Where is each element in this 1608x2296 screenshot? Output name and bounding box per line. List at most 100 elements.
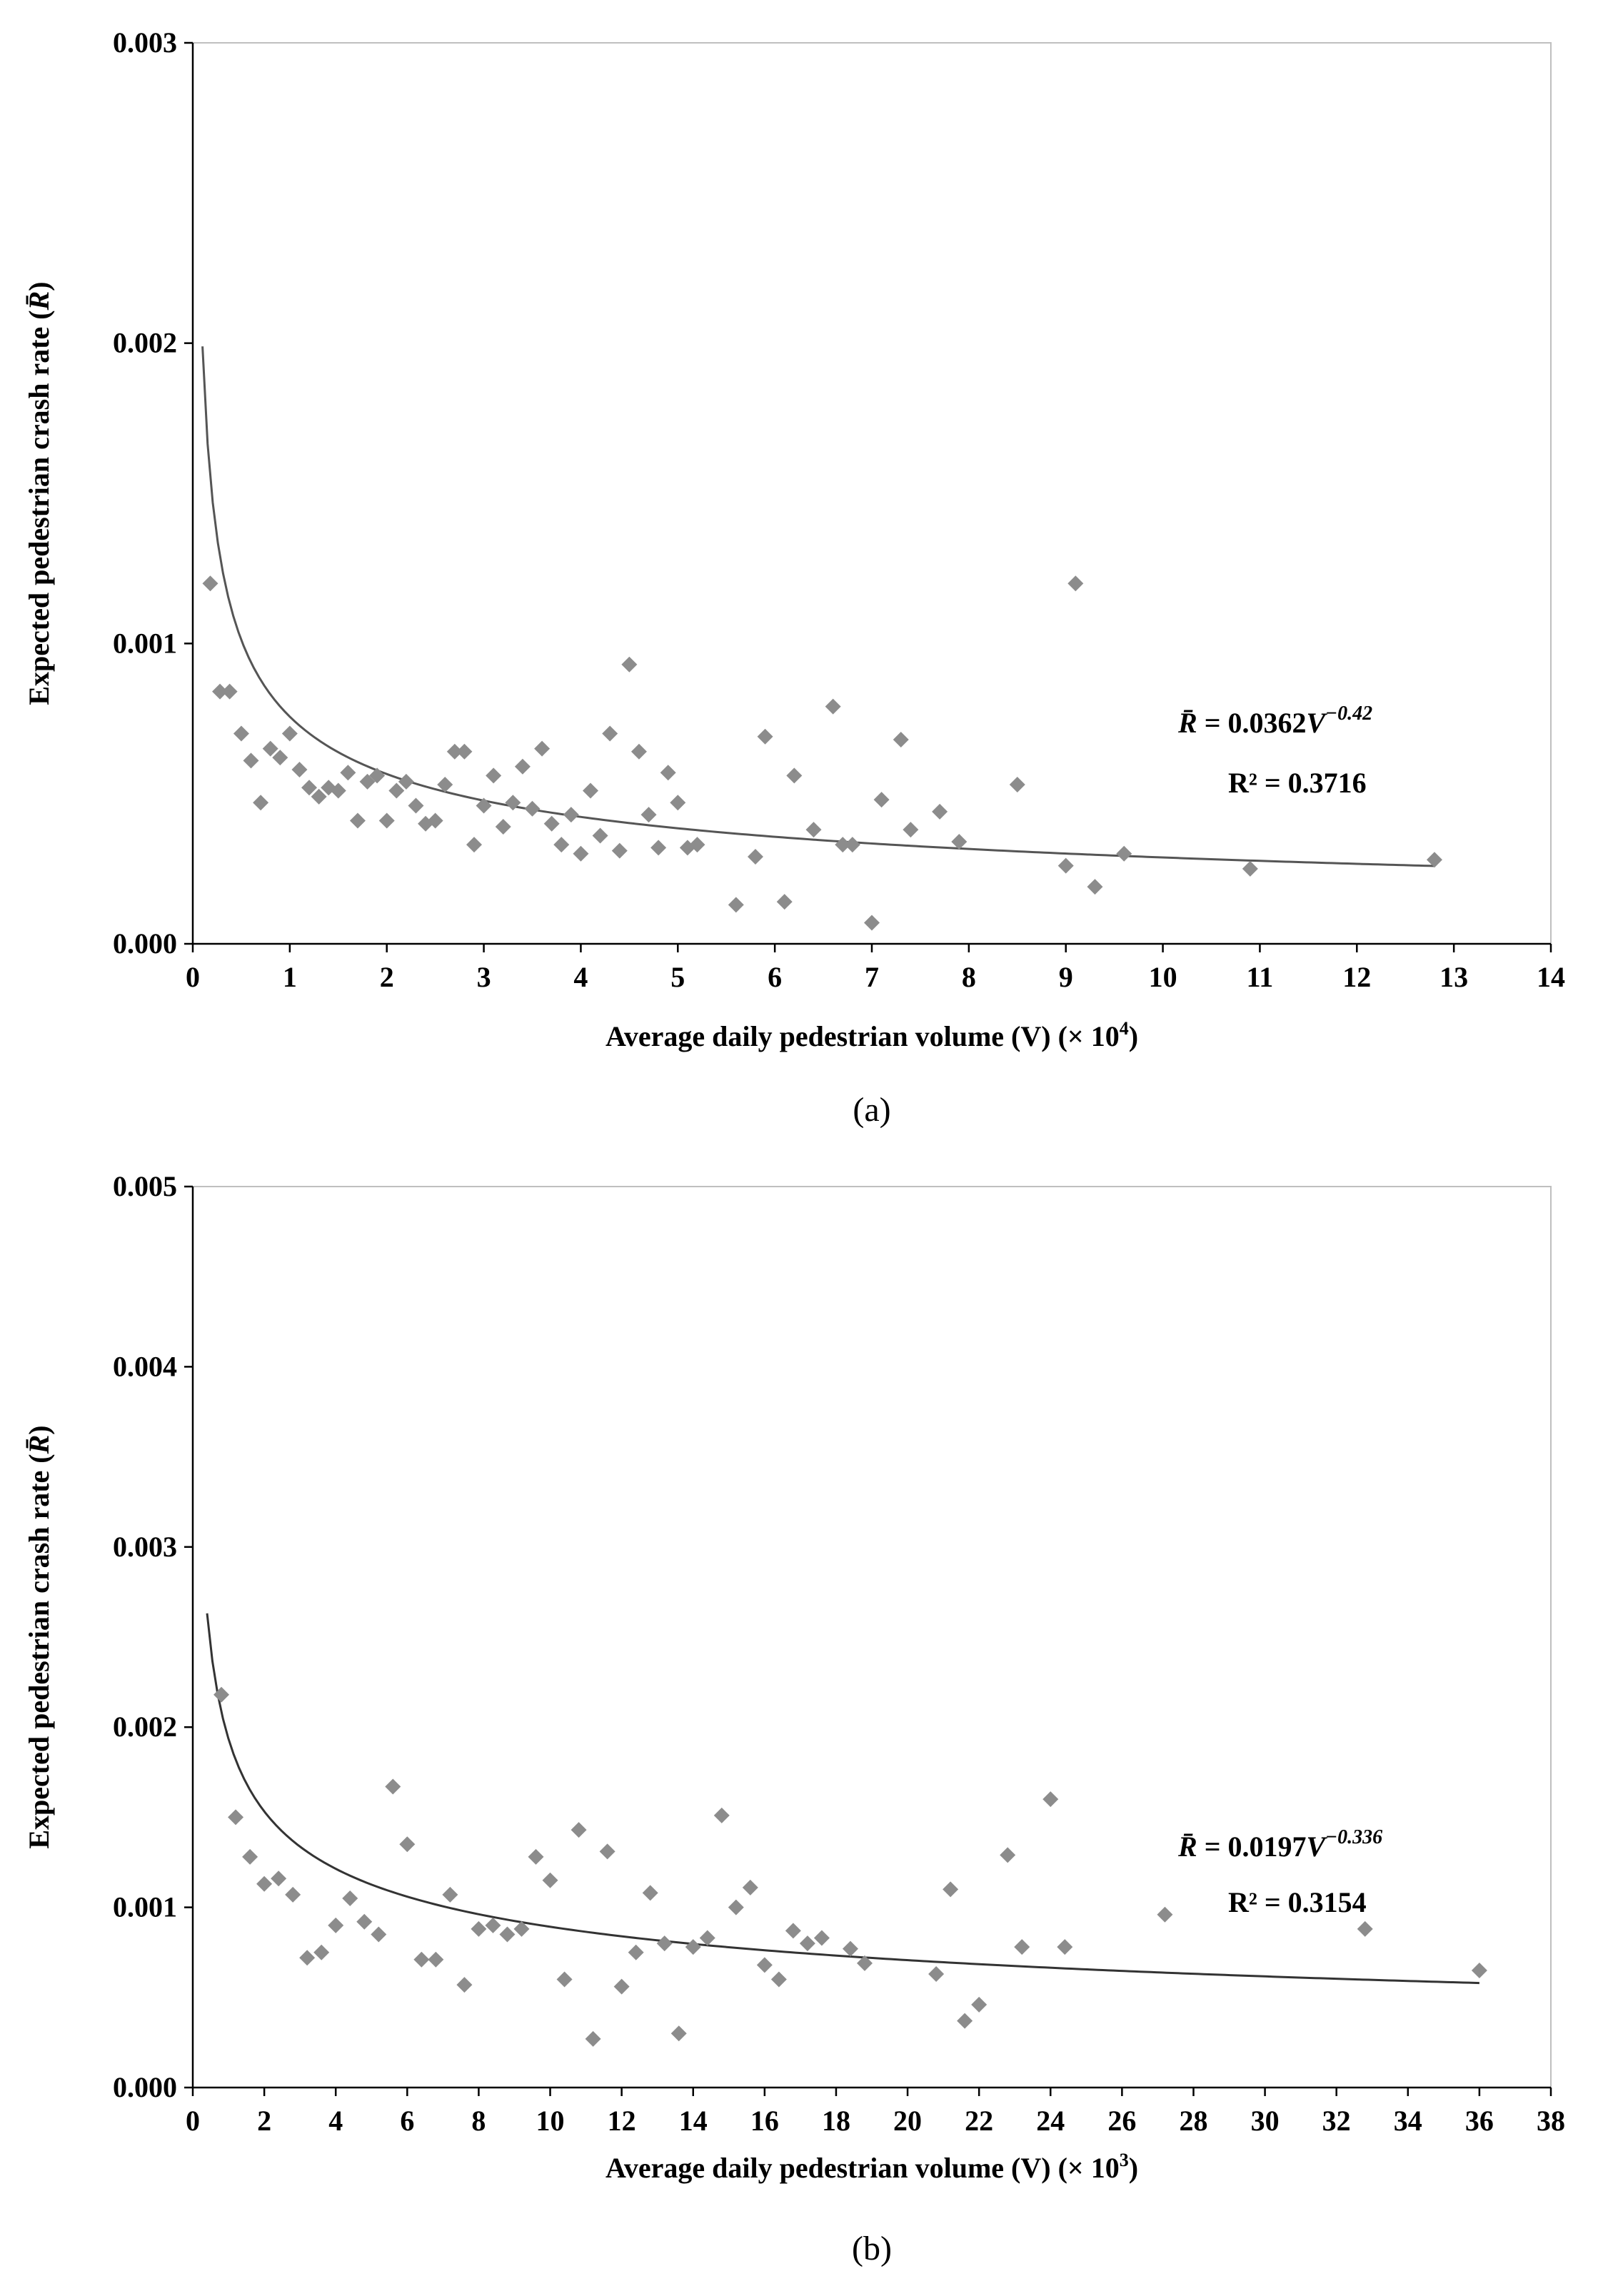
x-tick-label: 26: [1107, 2105, 1136, 2137]
data-point: [456, 743, 473, 760]
y-tick-label: 0.002: [113, 327, 177, 359]
data-point: [628, 1944, 644, 1960]
data-point: [592, 827, 608, 844]
data-point: [583, 782, 599, 799]
data-point: [313, 1944, 330, 1960]
data-point: [485, 1917, 501, 1933]
equation-lhs: R̄: [1177, 707, 1197, 739]
data-point: [699, 1930, 715, 1946]
x-tick-label: 20: [893, 2105, 922, 2137]
data-point: [1014, 1939, 1030, 1955]
x-tick-label: 34: [1394, 2105, 1422, 2137]
data-point: [446, 743, 463, 760]
data-point: [299, 1950, 316, 1966]
data-point: [785, 1923, 801, 1939]
data-point: [844, 837, 860, 853]
data-point: [1042, 1791, 1059, 1808]
x-tick-label: 2: [257, 2105, 271, 2137]
y-axis-title: Expected pedestrian crash rate (R̄): [23, 281, 55, 705]
x-axis-title: Average daily pedestrian volume (V) (× 1…: [605, 1018, 1138, 1052]
data-point: [476, 797, 492, 814]
data-point: [770, 1971, 787, 1988]
data-point: [285, 1886, 301, 1903]
data-point: [385, 1778, 401, 1795]
data-point: [742, 1879, 758, 1895]
data-point: [371, 1926, 387, 1943]
plot-area: [192, 1186, 1552, 2088]
y-axis-title-main: Expected pedestrian crash rate (: [23, 1454, 55, 1848]
data-point: [713, 1807, 730, 1823]
data-point: [408, 797, 424, 814]
data-point: [957, 2013, 973, 2029]
data-point: [903, 822, 919, 838]
x-tick-label: 10: [1149, 961, 1177, 993]
data-point: [1067, 575, 1084, 592]
data-point: [656, 1935, 673, 1952]
x-axis-title-unit: (× 10: [1058, 2152, 1120, 2184]
data-point: [599, 1843, 615, 1860]
x-tick-label: 36: [1465, 2105, 1494, 2137]
r-squared: R² = 0.3154: [1228, 1886, 1367, 1918]
data-point: [756, 1957, 773, 1973]
data-point: [1057, 1939, 1073, 1955]
data-point: [1116, 845, 1132, 862]
data-point: [689, 837, 705, 853]
y-tick-label: 0.005: [113, 1170, 177, 1202]
data-point: [856, 1955, 873, 1971]
data-point: [943, 1881, 959, 1898]
panel-caption: (b): [852, 2230, 892, 2267]
data-point: [660, 765, 676, 781]
data-point: [262, 740, 278, 757]
data-point: [243, 752, 259, 769]
data-point: [349, 812, 366, 829]
data-point: [728, 897, 744, 913]
data-point: [799, 1935, 815, 1952]
x-tick-label: 22: [965, 2105, 993, 2137]
x-tick-label: 10: [536, 2105, 565, 2137]
data-point: [670, 2025, 687, 2042]
data-point: [499, 1926, 516, 1943]
data-point: [573, 845, 589, 862]
y-axis-title-close: ): [23, 1425, 55, 1434]
data-point: [272, 750, 288, 766]
data-point: [971, 1996, 988, 2013]
data-point: [864, 915, 880, 931]
data-point: [571, 1822, 587, 1838]
data-point: [585, 2030, 601, 2047]
data-point: [611, 842, 628, 859]
data-point: [253, 795, 269, 811]
equation-variable: V: [1306, 1831, 1327, 1863]
y-axis-title-close: ): [23, 281, 55, 291]
data-point: [563, 807, 579, 823]
data-point: [398, 773, 414, 790]
x-tick-label: 0: [186, 961, 200, 993]
data-point: [542, 1872, 558, 1888]
x-axis-title-main: Average daily pedestrian volume (V): [605, 1020, 1058, 1052]
panel-caption: (a): [853, 1091, 890, 1129]
data-point: [928, 1965, 945, 1982]
data-point: [495, 818, 511, 835]
x-tick-label: 6: [400, 2105, 414, 2137]
data-point: [486, 767, 502, 784]
data-point: [528, 1848, 544, 1865]
data-point: [281, 725, 298, 742]
y-tick-label: 0.003: [113, 26, 177, 59]
data-point: [1426, 852, 1442, 868]
data-point: [534, 740, 551, 757]
data-point: [524, 800, 541, 817]
x-tick-label: 2: [380, 961, 394, 993]
data-point: [328, 1917, 344, 1933]
data-point: [256, 1875, 273, 1892]
data-point: [378, 812, 395, 829]
data-point: [842, 1940, 858, 1957]
data-point: [602, 725, 618, 742]
data-point: [311, 788, 327, 805]
x-tick-label: 8: [962, 961, 976, 993]
data-point: [553, 837, 570, 853]
x-axis-title-exponent: 3: [1120, 2150, 1129, 2170]
x-tick-label: 1: [283, 961, 297, 993]
data-point: [747, 849, 763, 865]
data-point: [330, 782, 346, 799]
trend-equation: R̄ = 0.0197V−0.336: [1177, 1826, 1382, 1863]
